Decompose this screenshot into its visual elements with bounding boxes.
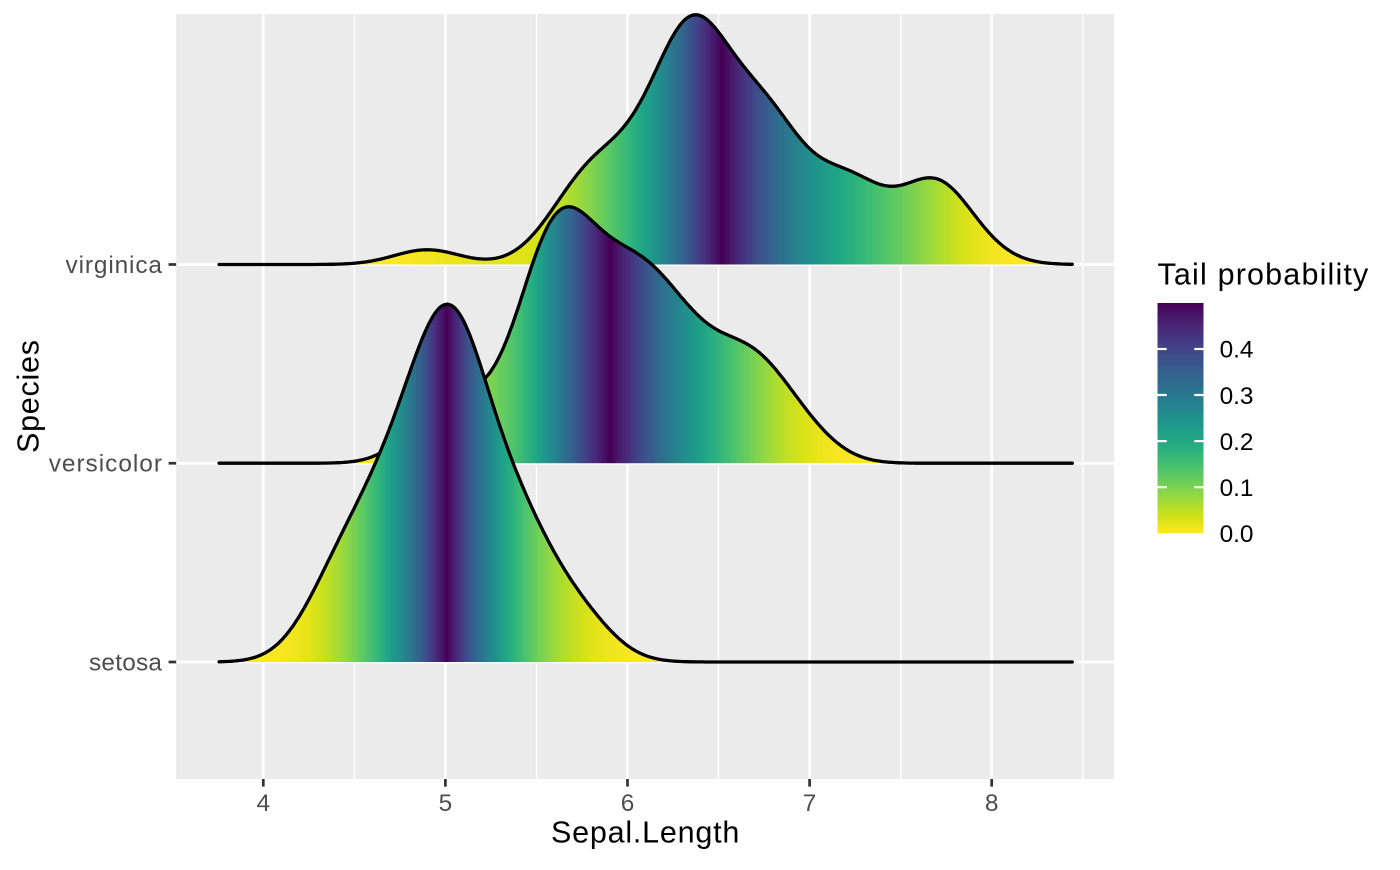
- svg-text:0.1: 0.1: [1220, 475, 1254, 502]
- svg-text:0.3: 0.3: [1220, 383, 1254, 410]
- svg-text:Sepal.Length: Sepal.Length: [551, 816, 739, 850]
- svg-text:0.0: 0.0: [1220, 521, 1254, 548]
- svg-text:7: 7: [803, 790, 817, 817]
- svg-text:4: 4: [257, 790, 271, 817]
- svg-text:8: 8: [985, 790, 999, 817]
- svg-text:versicolor: versicolor: [49, 451, 162, 478]
- svg-text:5: 5: [439, 790, 453, 817]
- svg-text:6: 6: [621, 790, 635, 817]
- svg-text:virginica: virginica: [66, 252, 163, 279]
- svg-text:Species: Species: [11, 340, 45, 453]
- svg-text:Tail probability: Tail probability: [1158, 258, 1370, 292]
- svg-text:setosa: setosa: [89, 649, 162, 676]
- svg-text:0.2: 0.2: [1220, 429, 1254, 456]
- svg-text:0.4: 0.4: [1220, 337, 1254, 364]
